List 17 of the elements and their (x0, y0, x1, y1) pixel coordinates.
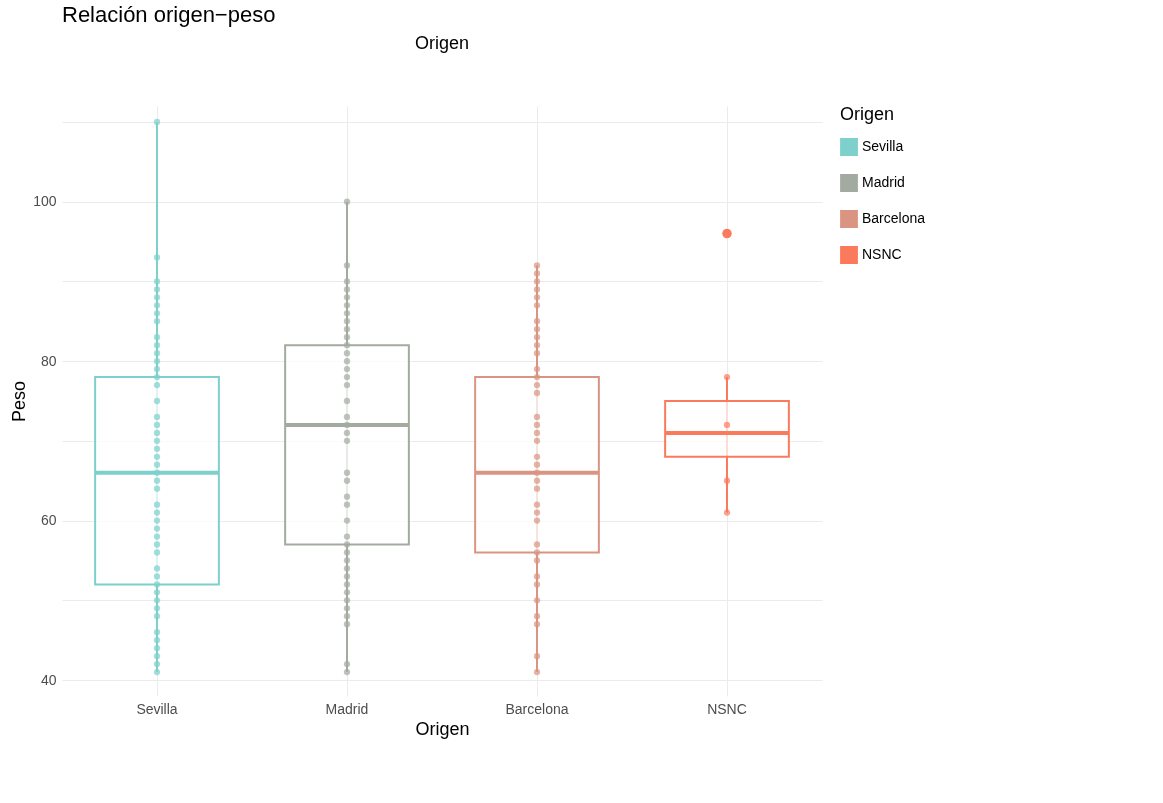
x-tick-label: Madrid (325, 700, 369, 717)
legend-label: Madrid (862, 174, 905, 190)
x-axis-title: Origen (415, 718, 470, 739)
text: Origen (414, 33, 470, 53)
x-tick-label: Barcelona (505, 700, 569, 717)
chart-title: Relación origen−peso (62, 2, 276, 27)
y-tick-label: 60 (40, 512, 57, 529)
y-tick-label: 40 (40, 671, 57, 688)
y-tick-label: 100 (33, 193, 57, 210)
legend-label: NSNC (862, 246, 902, 262)
legend-label: Sevilla (862, 138, 904, 154)
x-tick-label: NSNC (707, 700, 747, 717)
legend-label: Barcelona (862, 210, 926, 226)
x-tick-label: Sevilla (136, 700, 178, 717)
y-axis-title: Peso (9, 380, 30, 423)
y-tick-label: 80 (40, 352, 57, 369)
legend-title: Origen (840, 104, 895, 124)
